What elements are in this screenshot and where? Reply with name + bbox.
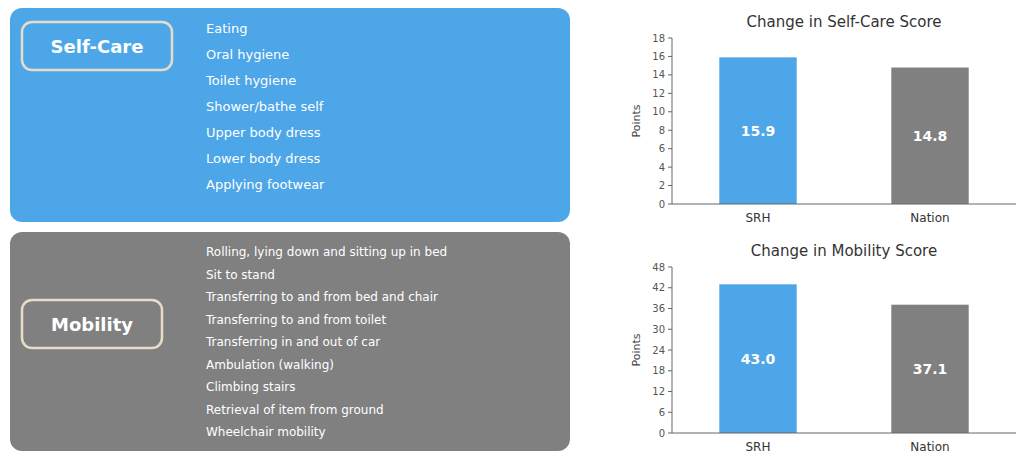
y-tick [668,111,672,112]
info-panel: Self-Care Eating Oral hygiene Toilet hygien… [10,8,570,222]
x-axis-line [672,433,1016,434]
panel-background [10,8,570,222]
y-axis: 0 2 4 6 8 10 12 14 16 18 [652,33,672,210]
y-tick [668,204,672,205]
bars [719,284,968,433]
y-tick [668,56,672,57]
chart-title: Change in Self-Care Score [747,13,942,31]
y-tick [668,370,672,371]
y-tick-label: 30 [652,324,665,335]
y-tick-label: 6 [659,143,665,154]
y-tick [668,148,672,149]
y-tick [668,412,672,413]
data-label: 15.9 [741,123,776,139]
y-axis-line [672,38,673,204]
bar [719,284,796,433]
panel-badge [22,22,172,70]
x-tick-label: SRH [746,440,771,454]
panel-item: Sit to stand [206,268,275,282]
panel-heading: Mobility [51,314,133,335]
bar [891,68,968,204]
x-tick-label: SRH [746,211,771,225]
y-tick-label: 12 [652,386,665,397]
y-tick [668,93,672,94]
y-tick-label: 24 [652,345,665,356]
info-panel: Mobility Rolling, lying down and sitting … [10,232,570,451]
panel-heading: Self-Care [51,36,144,57]
y-axis: 0 6 12 18 24 30 36 42 48 [652,262,672,439]
data-label: 14.8 [913,128,948,144]
y-tick [668,350,672,351]
y-tick-label: 4 [659,162,665,173]
data-label: 37.1 [913,361,948,377]
x-tick-label: Nation [910,440,949,454]
bar-chart: Change in Mobility Score Points 0 6 12 18 24 30… [630,242,1017,454]
panel-item: Transferring in and out of car [205,335,380,349]
y-tick-label: 48 [652,262,665,273]
chart-title: Change in Mobility Score [751,242,937,260]
y-tick [668,391,672,392]
y-tick-label: 14 [652,69,665,80]
panel-item: Climbing stairs [206,380,296,394]
panel-item: Upper body dress [206,125,321,140]
y-tick [668,167,672,168]
y-tick-label: 0 [659,199,665,210]
y-tick [668,38,672,39]
y-tick-label: 8 [659,125,665,136]
panel-item: Oral hygiene [206,47,289,62]
y-tick [668,287,672,288]
panel-background [10,232,570,451]
bars [719,57,968,204]
data-label: 43.0 [741,351,776,367]
chart-canvas: Self-Care Eating Oral hygiene Toilet hygien… [0,0,1036,459]
y-tick-label: 10 [652,106,665,117]
y-tick-label: 18 [652,33,665,44]
panel-badge [22,300,162,348]
panel-item: Ambulation (walking) [206,358,334,372]
y-tick-label: 42 [652,282,665,293]
panel-item: Toilet hygiene [205,73,296,88]
y-axis-line [672,267,673,433]
y-axis-label: Points [630,104,643,137]
y-tick [668,185,672,186]
panel-item: Wheelchair mobility [206,425,326,439]
panel-item: Applying footwear [206,177,325,192]
x-axis-line [672,204,1016,205]
panel-item: Transferring to and from bed and chair [205,290,438,304]
panel-item: Retrieval of item from ground [206,403,384,417]
x-tick-label: Nation [910,211,949,225]
y-tick [668,329,672,330]
bar [719,57,796,204]
y-tick [668,74,672,75]
y-tick [668,130,672,131]
panel-item: Rolling, lying down and sitting up in be… [206,245,447,259]
page: {"chart_data": [ {"type": "bar", "title"… [0,0,1036,459]
panel-item: Shower/bathe self [206,99,324,114]
y-tick-label: 2 [659,180,665,191]
panel-item: Transferring to and from toilet [205,313,386,327]
y-tick [668,267,672,268]
panel-item: Eating [206,21,247,36]
y-tick [668,433,672,434]
y-tick [668,308,672,309]
y-tick-label: 0 [659,428,665,439]
bar [891,305,968,433]
y-tick-label: 36 [652,303,665,314]
y-tick-label: 6 [659,407,665,418]
y-axis-label: Points [630,333,643,366]
y-tick-label: 16 [652,51,665,62]
bar-chart: Change in Self-Care Score Points 0 2 4 6 8 10 12… [630,13,1017,225]
y-tick-label: 18 [652,365,665,376]
panel-item: Lower body dress [206,151,320,166]
y-tick-label: 12 [652,88,665,99]
